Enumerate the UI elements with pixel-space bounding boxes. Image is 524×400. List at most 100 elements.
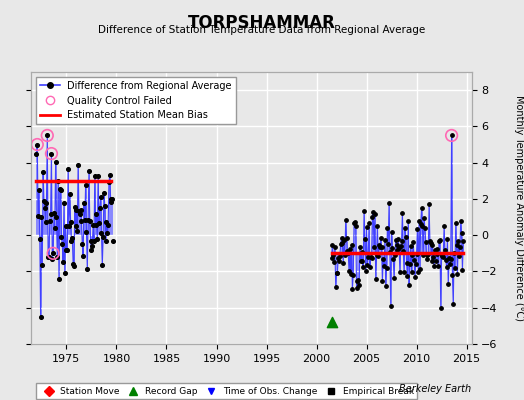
Point [341, 252, 349, 258]
Point [356, 244, 364, 250]
Point [403, 272, 411, 279]
Point [444, 281, 452, 287]
Point [366, 253, 375, 260]
Point [49, 250, 57, 256]
Point [388, 244, 397, 251]
Point [448, 272, 456, 278]
Point [442, 264, 451, 270]
Point [401, 225, 409, 232]
Point [372, 276, 380, 282]
Point [110, 238, 118, 244]
Point [84, 216, 92, 223]
Point [383, 225, 391, 231]
Point [95, 205, 104, 211]
Point [93, 236, 102, 242]
Point [104, 222, 112, 228]
Point [430, 263, 438, 269]
Point [83, 266, 92, 272]
Point [59, 259, 67, 265]
Point [423, 256, 432, 262]
Point [456, 218, 465, 224]
Point [402, 260, 411, 266]
Point [96, 194, 105, 200]
Point [79, 253, 88, 259]
Point [389, 255, 397, 262]
Point [86, 238, 95, 244]
Point [433, 250, 442, 257]
Point [340, 236, 348, 243]
Point [343, 248, 352, 254]
Point [74, 162, 82, 168]
Point [358, 258, 367, 264]
Point [346, 246, 354, 252]
Point [374, 253, 383, 260]
Point [362, 268, 370, 275]
Point [80, 200, 88, 207]
Point [377, 243, 386, 250]
Point [345, 268, 353, 274]
Point [459, 238, 467, 245]
Y-axis label: Monthly Temperature Anomaly Difference (°C): Monthly Temperature Anomaly Difference (… [515, 95, 524, 321]
Point [387, 228, 396, 235]
Point [381, 237, 389, 243]
Point [353, 278, 362, 285]
Point [434, 262, 442, 269]
Point [46, 218, 54, 224]
Point [99, 234, 107, 240]
Legend: Station Move, Record Gap, Time of Obs. Change, Empirical Break: Station Move, Record Gap, Time of Obs. C… [36, 383, 417, 399]
Point [400, 269, 408, 276]
Point [41, 218, 50, 225]
Point [395, 245, 403, 251]
Point [380, 263, 388, 269]
Point [447, 132, 456, 139]
Point [335, 258, 343, 264]
Point [47, 210, 55, 217]
Point [332, 270, 341, 276]
Point [82, 228, 91, 235]
Point [102, 238, 110, 244]
Point [106, 172, 114, 179]
Point [57, 187, 65, 193]
Point [449, 301, 457, 307]
Point [364, 254, 373, 260]
Point [66, 191, 74, 197]
Point [61, 223, 70, 229]
Point [75, 211, 84, 218]
Point [332, 284, 340, 290]
Point [33, 141, 41, 148]
Point [381, 283, 390, 289]
Text: TORPSHAMMAR: TORPSHAMMAR [188, 14, 336, 32]
Point [446, 256, 455, 263]
Point [108, 196, 116, 202]
Point [92, 211, 101, 217]
Point [407, 243, 415, 249]
Point [50, 210, 58, 216]
Point [406, 261, 414, 267]
Point [410, 256, 418, 263]
Point [336, 241, 345, 248]
Point [441, 247, 449, 253]
Point [342, 216, 350, 223]
Point [40, 205, 49, 211]
Point [458, 266, 466, 273]
Point [416, 266, 424, 272]
Point [64, 166, 72, 172]
Point [390, 275, 398, 282]
Point [457, 230, 466, 236]
Point [401, 234, 410, 240]
Point [411, 274, 419, 280]
Point [70, 263, 78, 269]
Point [348, 285, 356, 292]
Point [428, 258, 436, 264]
Point [359, 264, 367, 270]
Point [350, 220, 358, 226]
Point [373, 223, 381, 229]
Point [415, 218, 423, 224]
Point [36, 235, 44, 242]
Point [418, 222, 427, 229]
Point [47, 150, 56, 157]
Point [94, 173, 102, 179]
Point [357, 248, 366, 255]
Point [54, 178, 62, 184]
Point [352, 222, 360, 229]
